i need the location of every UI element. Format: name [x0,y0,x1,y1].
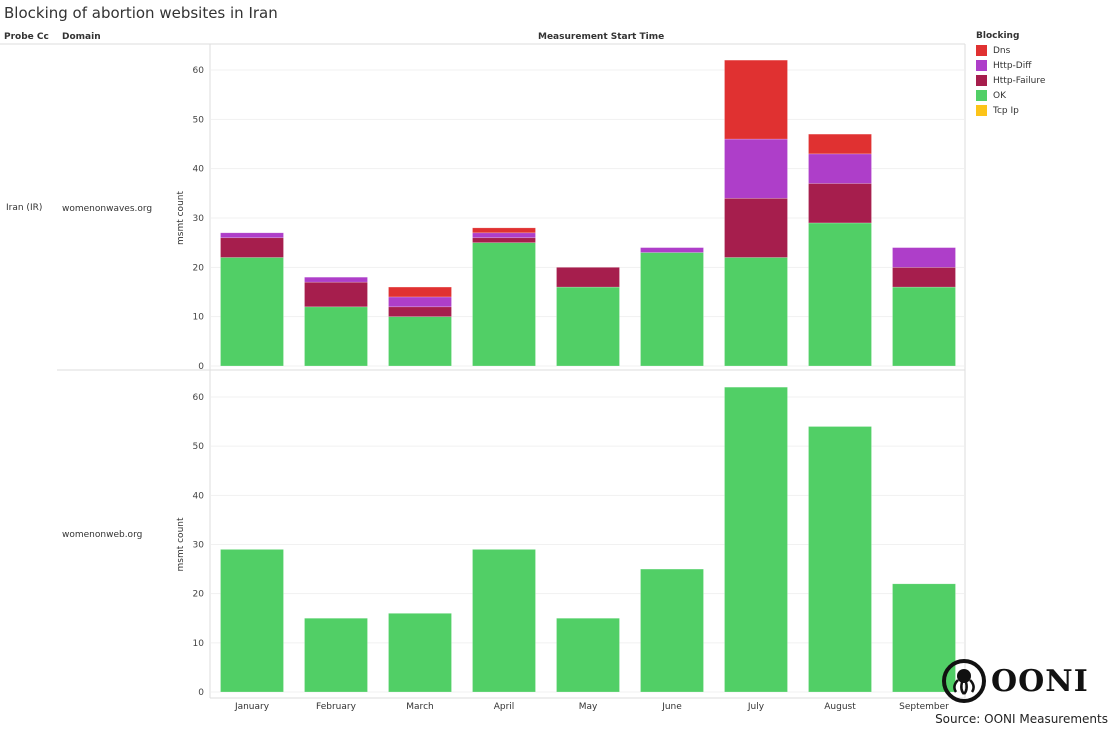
bar-http-diff [304,276,368,283]
legend-item-tcp-ip[interactable]: Tcp Ip [976,103,1045,118]
legend-swatch [976,105,987,116]
y-tick-label: 10 [193,313,205,323]
bar-ok [388,316,452,367]
x-tick-label: January [234,702,270,712]
bar-http-diff [220,232,284,239]
probe-cc-label: Iran (IR) [6,203,43,213]
domain-label-0: womenonwaves.org [62,204,153,214]
bar-ok [640,568,704,693]
bar-http-diff [892,247,956,268]
bar-ok [472,242,536,367]
bar-dns [808,133,872,155]
bar-http-failure [472,237,536,243]
y-tick-label: 50 [193,115,205,125]
header-probe-cc: Probe Cc [4,32,49,42]
y-tick-label: 20 [193,263,205,273]
bar-ok [304,617,368,693]
bar-dns [724,59,788,140]
bar-http-failure [556,267,620,288]
bar-http-failure [808,183,872,224]
octopus-icon [942,659,986,703]
legend: Blocking Dns Http-Diff Http-Failure OK Tcp I… [976,31,1045,118]
bar-http-failure [724,197,788,258]
legend-swatch [976,75,987,86]
y-tick-label: 40 [193,165,205,175]
x-tick-label: March [406,702,433,712]
y-tick-label: 60 [193,393,205,403]
x-tick-label: May [579,702,598,712]
bar-ok [388,613,452,693]
legend-label: Http-Failure [993,75,1046,86]
legend-label: Dns [993,45,1011,56]
y-axis-label: msmt count [176,517,186,571]
x-tick-label: August [824,702,856,712]
bar-http-failure [220,237,284,258]
bar-ok [808,222,872,367]
legend-label: OK [993,90,1006,101]
x-tick-label: September [899,702,949,712]
y-tick-label: 0 [198,688,204,698]
x-tick-label: June [661,702,682,712]
y-tick-label: 0 [198,362,204,372]
y-tick-label: 30 [193,541,205,551]
legend-title: Blocking [976,31,1020,41]
legend-swatch [976,45,987,56]
bar-dns [472,227,536,234]
bar-ok [892,286,956,367]
y-tick-label: 60 [193,66,205,76]
legend-label: Http-Diff [993,60,1032,71]
bar-ok [220,257,284,367]
bar-dns [388,286,452,298]
bar-http-diff [724,138,788,199]
bar-ok [724,386,788,693]
legend-item-http-diff[interactable]: Http-Diff [976,58,1045,73]
bar-http-diff [808,153,872,184]
y-tick-label: 10 [193,639,205,649]
header-domain: Domain [62,32,101,42]
legend-swatch [976,90,987,101]
y-axis-label: msmt count [176,191,186,245]
bar-ok [472,549,536,693]
legend-item-ok[interactable]: OK [976,88,1045,103]
logo-text: OONI [991,663,1089,699]
legend-item-dns[interactable]: Dns [976,43,1045,58]
legend-item-http-failure[interactable]: Http-Failure [976,73,1045,88]
bar-http-diff [472,232,536,239]
legend-swatch [976,60,987,71]
y-tick-label: 40 [193,491,205,501]
y-tick-label: 30 [193,214,205,224]
bar-ok [640,252,704,367]
x-tick-label: July [747,702,765,712]
x-tick-label: April [494,702,515,712]
bar-http-diff [640,247,704,253]
domain-label-1: womenonweb.org [62,530,143,540]
chart-title: Blocking of abortion websites in Iran [4,4,278,22]
y-tick-label: 20 [193,590,205,600]
bar-ok [556,286,620,367]
bar-ok [724,257,788,367]
bar-ok [220,549,284,693]
x-axis-title: Measurement Start Time [538,32,665,42]
source-note: Source: OONI Measurements [935,712,1108,726]
y-tick-label: 50 [193,442,205,452]
bar-ok [304,306,368,367]
bar-http-failure [304,281,368,308]
legend-label: Tcp Ip [993,105,1019,116]
bar-ok [556,617,620,693]
ooni-logo: OONI [941,658,1089,704]
x-tick-label: February [316,702,357,712]
bar-ok [808,426,872,693]
bar-http-diff [388,296,452,308]
bar-http-failure [388,306,452,317]
bar-http-failure [892,267,956,288]
